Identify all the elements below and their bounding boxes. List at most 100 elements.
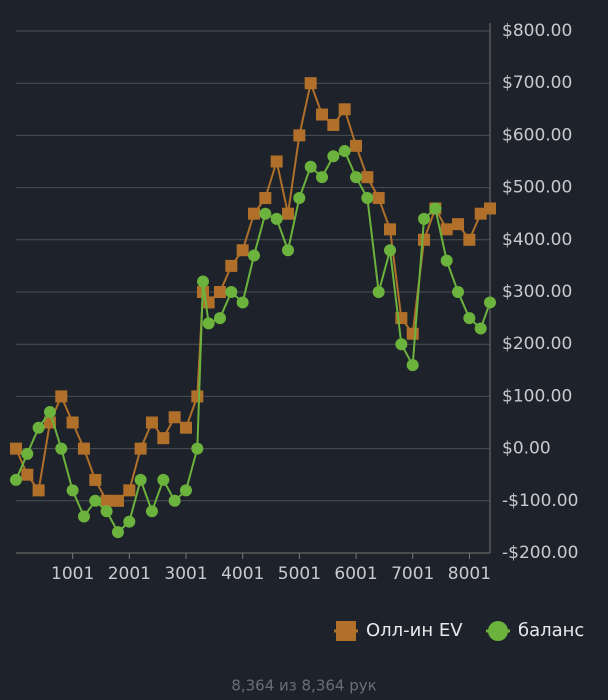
footer: 8,364 из 8,364 рук: [231, 677, 376, 695]
y-tick-label: $0.00: [502, 439, 551, 459]
marker: [452, 286, 465, 298]
marker: [484, 202, 496, 215]
marker: [77, 510, 90, 523]
legend-label: баланс: [518, 620, 584, 641]
marker: [168, 411, 181, 424]
y-tick-label: $800.00: [502, 21, 572, 41]
x-tick-label: 3001: [164, 564, 207, 584]
marker: [270, 212, 283, 225]
marker: [89, 473, 102, 486]
marker: [66, 484, 79, 497]
y-tick-label: $100.00: [502, 386, 572, 406]
marker: [247, 207, 260, 220]
marker: [111, 494, 124, 507]
marker: [43, 406, 56, 419]
marker: [168, 494, 181, 507]
marker: [316, 108, 329, 121]
marker: [157, 473, 170, 486]
marker: [89, 494, 102, 507]
y-tick-label: $300.00: [502, 282, 572, 302]
legend-label: Олл-ин EV: [366, 620, 463, 641]
marker: [440, 223, 453, 236]
marker: [196, 275, 209, 288]
marker: [134, 473, 147, 486]
y-tick-label: $700.00: [502, 73, 572, 93]
marker: [418, 233, 431, 246]
marker: [429, 202, 442, 215]
marker: [179, 421, 192, 434]
marker: [55, 442, 68, 455]
marker: [202, 317, 215, 330]
marker: [10, 473, 22, 486]
marker: [100, 494, 113, 507]
marker: [395, 338, 408, 351]
marker: [191, 442, 204, 455]
marker: [406, 359, 419, 372]
marker: [372, 286, 385, 298]
marker: [55, 390, 68, 403]
y-tick-label: $400.00: [502, 230, 572, 250]
marker: [66, 416, 79, 429]
marker: [361, 171, 374, 184]
marker: [452, 218, 465, 231]
marker: [316, 171, 329, 184]
marker: [247, 249, 260, 262]
marker: [77, 442, 90, 455]
marker: [350, 139, 363, 152]
marker: [213, 312, 226, 325]
marker: [361, 192, 374, 205]
marker: [372, 192, 385, 205]
marker: [32, 421, 45, 434]
marker: [384, 244, 397, 257]
y-tick-label: $200.00: [502, 334, 572, 354]
marker: [259, 207, 272, 220]
marker: [157, 432, 170, 445]
x-tick-label: 8001: [448, 564, 491, 584]
marker: [474, 207, 487, 220]
marker: [225, 286, 238, 298]
marker: [179, 484, 192, 497]
marker: [327, 118, 340, 131]
marker: [338, 145, 351, 158]
marker: [213, 286, 226, 298]
marker: [100, 505, 113, 518]
marker: [225, 259, 238, 272]
marker: [440, 254, 453, 267]
marker: [10, 442, 22, 455]
marker: [145, 416, 158, 429]
marker: [123, 515, 136, 528]
x-tick-label: 4001: [221, 564, 264, 584]
marker: [281, 244, 294, 257]
marker: [338, 103, 351, 116]
x-tick-label: 7001: [391, 564, 434, 584]
marker: [123, 484, 136, 497]
marker: [327, 150, 340, 163]
marker: [463, 312, 476, 325]
y-tick-label: $600.00: [502, 125, 572, 145]
y-tick-label: -$200.00: [502, 543, 578, 563]
marker: [134, 442, 147, 455]
marker: [406, 327, 419, 340]
marker: [474, 322, 487, 335]
marker: [281, 207, 294, 220]
marker: [293, 129, 306, 142]
marker: [21, 447, 34, 460]
marker: [236, 296, 249, 309]
marker: [191, 390, 204, 403]
marker: [236, 244, 249, 257]
marker: [21, 468, 34, 481]
x-tick-label: 5001: [278, 564, 321, 584]
marker: [350, 171, 363, 184]
x-tick-label: 6001: [334, 564, 377, 584]
y-tick-label: $500.00: [502, 178, 572, 198]
marker: [304, 77, 317, 90]
x-tick-label: 1001: [51, 564, 94, 584]
marker: [293, 192, 306, 205]
marker: [259, 192, 272, 205]
x-tick-label: 2001: [108, 564, 151, 584]
marker: [418, 212, 431, 225]
marker: [304, 160, 317, 173]
marker: [384, 223, 397, 236]
marker: [145, 505, 158, 518]
